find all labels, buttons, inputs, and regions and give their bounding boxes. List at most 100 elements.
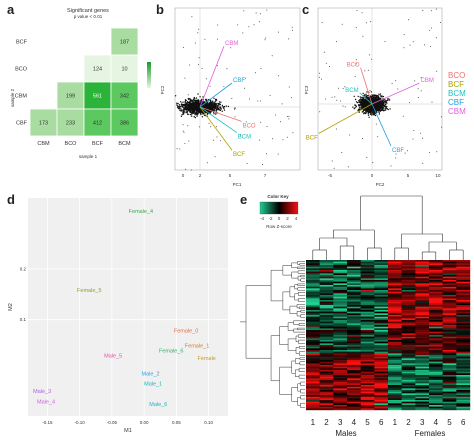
heatmap-cell	[360, 310, 375, 312]
heatmap-cell	[415, 303, 430, 306]
heatmap-cell	[401, 291, 416, 294]
heatmap-cell	[333, 278, 348, 281]
heatmap-cell	[306, 266, 320, 269]
heatmap-cell	[442, 338, 457, 341]
gene-point	[201, 68, 203, 70]
heatmap-cell	[442, 386, 457, 389]
panel-e-letter: e	[240, 192, 248, 207]
sample-label: Female_0	[174, 328, 198, 334]
heatmap-cell	[415, 400, 430, 402]
heatmap-cell	[401, 283, 416, 286]
heatmap-cell	[333, 406, 348, 409]
gene-point	[365, 107, 367, 110]
heatmap-cell	[401, 381, 416, 384]
heatmap-cell	[442, 300, 457, 302]
group-label-females: Females	[415, 429, 446, 438]
gene-point	[223, 109, 226, 111]
heatmap-cell	[306, 275, 320, 277]
gene-point	[234, 107, 236, 109]
gene-point	[361, 111, 363, 113]
gene-point	[191, 105, 193, 107]
heatmap-cell	[360, 370, 375, 372]
heatmap-cell	[429, 391, 443, 394]
heatmap-cell	[442, 315, 457, 317]
heatmap-cell	[456, 286, 471, 289]
heatmap-cell	[429, 346, 443, 349]
color-key-tick: -4	[260, 216, 264, 221]
gene-point	[213, 109, 216, 112]
gene-point	[361, 96, 364, 99]
loading-label: CBM	[225, 41, 238, 47]
gene-point	[370, 21, 372, 23]
heatmap-cell	[333, 396, 348, 399]
heatmap-cell	[347, 275, 361, 277]
heatmap-cell	[374, 328, 389, 331]
heatmap-cell	[374, 356, 389, 359]
heatmap-cell	[388, 335, 402, 337]
heatmap-cell	[429, 345, 443, 347]
heatmap-cell	[442, 266, 457, 269]
heatmap-cell	[319, 288, 334, 291]
heatmap-cell	[388, 281, 402, 284]
gene-point	[384, 104, 387, 106]
heatmap-cell	[456, 383, 471, 386]
heatmap-cell	[442, 353, 457, 356]
heatmap-cell	[401, 371, 416, 374]
gene-point	[194, 116, 196, 119]
heatmap-cell	[374, 311, 389, 314]
heatmap-cell	[360, 355, 375, 357]
heatmap-cell	[319, 401, 334, 404]
gene-point	[403, 34, 405, 36]
heatmap-cell	[429, 306, 443, 309]
heatmap-cell	[374, 293, 389, 296]
heatmap-cell	[442, 405, 457, 407]
heatmap-cell	[456, 320, 471, 322]
heatmap-cell	[306, 353, 320, 356]
heatmap-cell	[456, 266, 471, 269]
gene-point	[386, 100, 388, 102]
heatmap-cell	[374, 378, 389, 381]
gene-point	[189, 113, 192, 116]
heatmap-cell	[360, 275, 375, 277]
column-label: 5	[365, 418, 370, 427]
heatmap-cell	[456, 305, 471, 307]
gene-point	[358, 106, 361, 109]
heatmap-cell	[319, 276, 334, 279]
heatmap-cell	[456, 385, 471, 387]
heatmap-cell	[401, 288, 416, 291]
heatmap-cell	[319, 333, 334, 336]
gene-point	[408, 102, 410, 104]
heatmap-cell	[442, 280, 457, 282]
heatmap-cell	[374, 406, 389, 409]
heatmap-cell	[347, 311, 361, 314]
heatmap-cell	[374, 271, 389, 274]
heatmap-cell	[374, 321, 389, 324]
gene-point	[266, 126, 268, 127]
heatmap-cell	[347, 343, 361, 346]
heatmap-cell	[456, 368, 471, 371]
heatmap-cell	[401, 303, 416, 306]
gene-point	[422, 137, 424, 139]
heatmap-cell	[306, 271, 320, 274]
heatmap-cell	[319, 325, 334, 327]
gene-point	[207, 105, 209, 107]
heatmap-cell	[360, 358, 375, 361]
heatmap-cell	[347, 315, 361, 317]
loading-arrow	[359, 92, 373, 105]
heatmap-cell	[374, 281, 389, 284]
heatmap-cell	[401, 370, 416, 372]
gene-point	[219, 140, 221, 142]
heatmap-cell	[333, 393, 348, 396]
heatmap-cell	[306, 383, 320, 386]
matrix-x-label: sample 1	[79, 154, 98, 159]
gene-point	[191, 16, 193, 18]
heatmap-cell	[347, 293, 361, 296]
heatmap-cell	[415, 330, 430, 332]
x-tick-label: -0.10	[74, 420, 85, 425]
heatmap-cell	[319, 295, 334, 297]
gene-point	[258, 21, 260, 23]
heatmap-cell	[388, 398, 402, 401]
heatmap-cell	[429, 381, 443, 384]
heatmap-cell	[374, 290, 389, 292]
heatmap-cell	[333, 343, 348, 346]
